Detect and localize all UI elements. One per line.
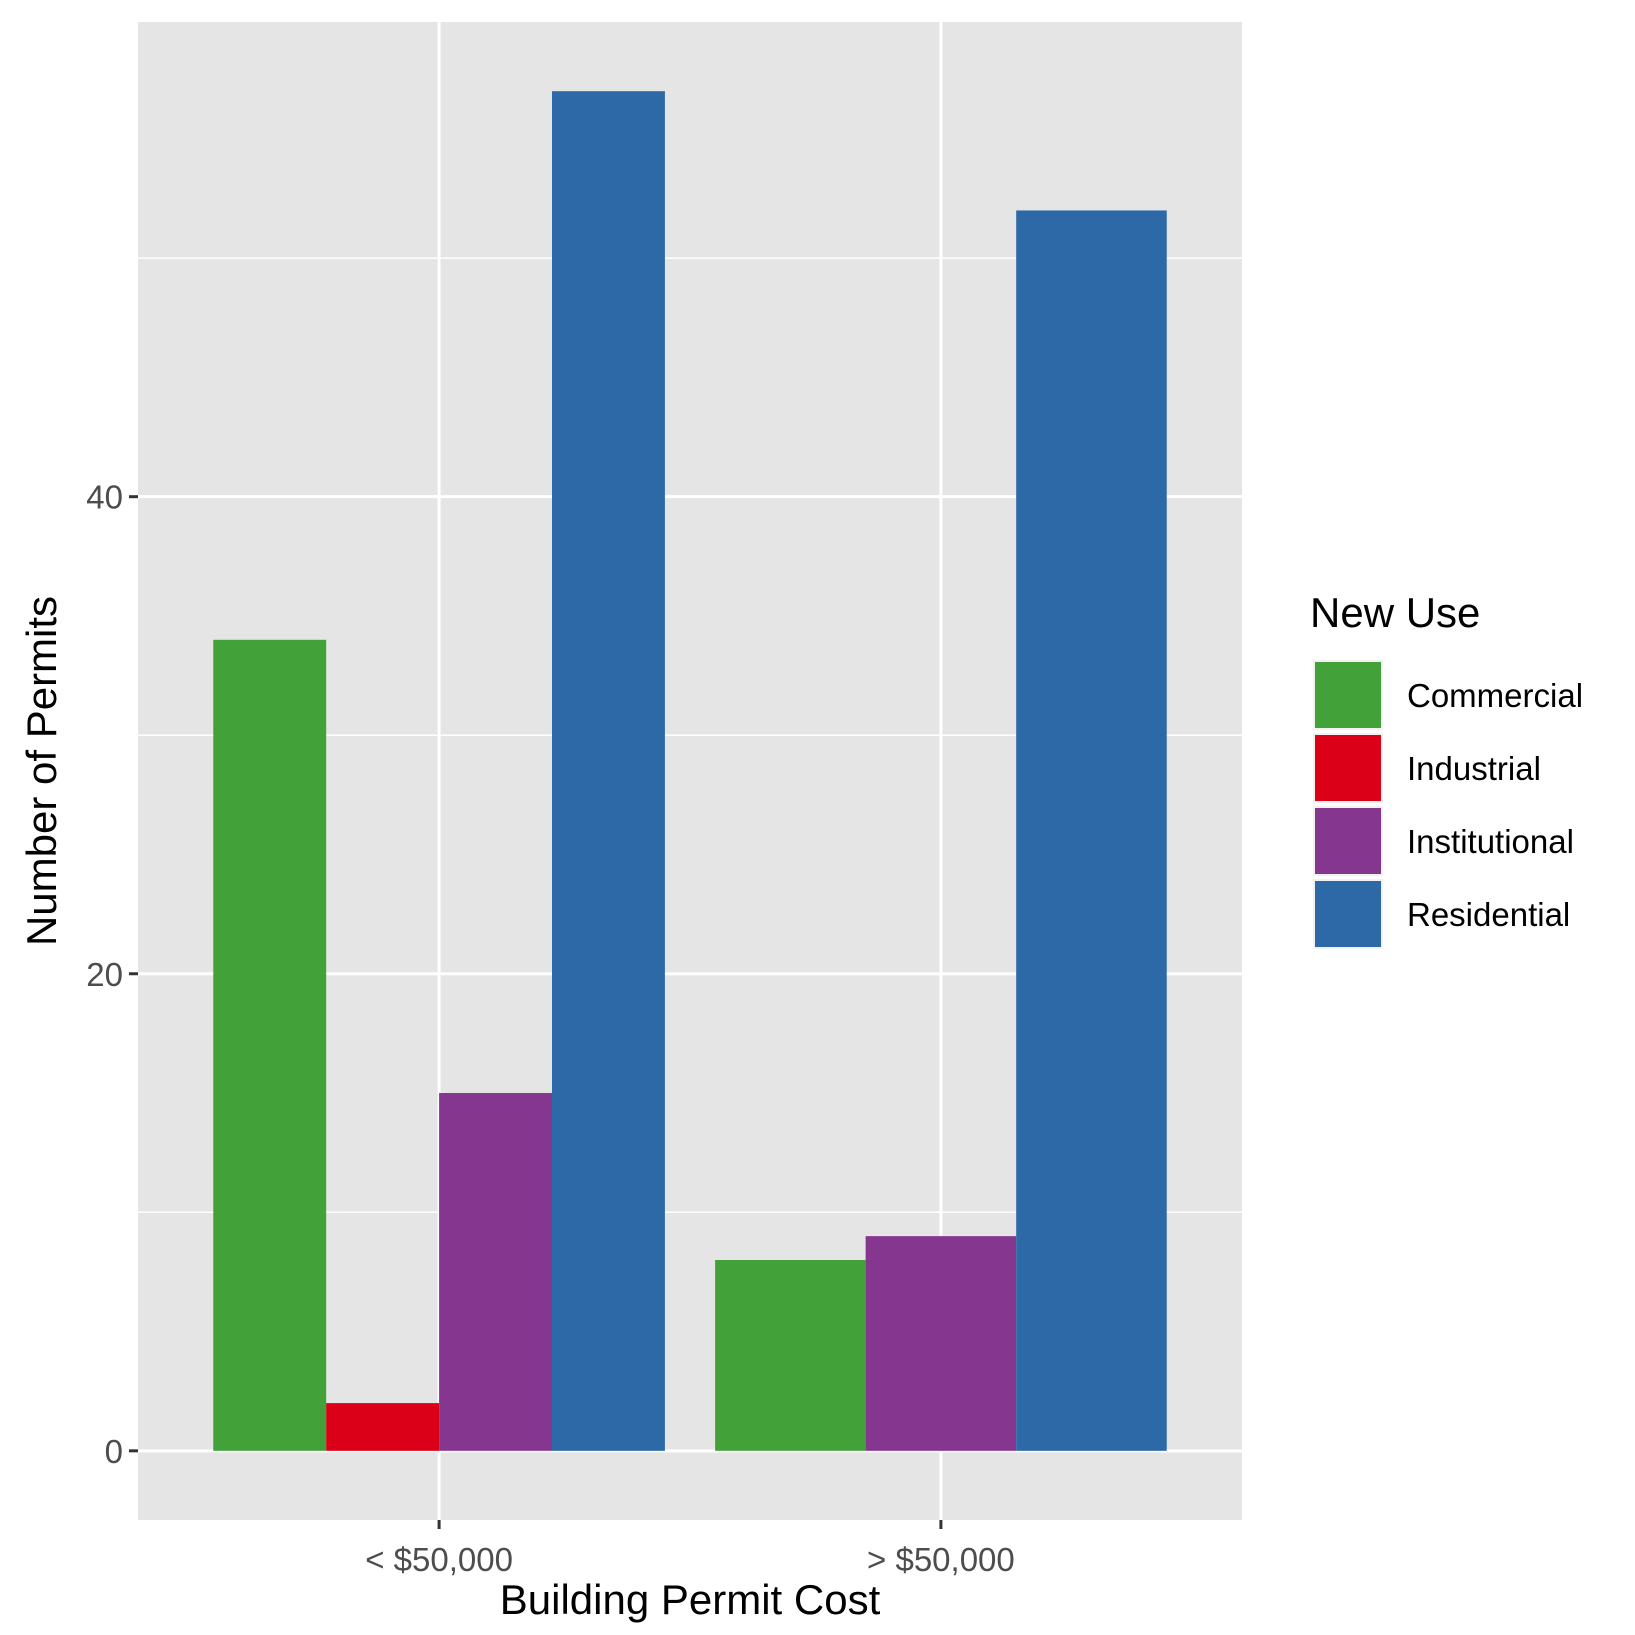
bar-commercial-1: Commercial: 34 <box>213 639 327 1451</box>
legend-key-industrial <box>1315 735 1381 801</box>
y-axis-title: Number of Permits <box>18 596 65 946</box>
y-tick-label: 0 <box>105 1433 123 1470</box>
bar-commercial-2: Commercial: 8 <box>715 1259 866 1451</box>
bar-residential-2: Residential: 52 <box>1016 210 1167 1451</box>
legend-key-residential <box>1315 881 1381 947</box>
legend-label-residential: Residential <box>1407 896 1570 933</box>
bar-institutional-1: Institutional: 15 <box>439 1093 552 1451</box>
bars: Commercial: 34Industrial: 2Institutional… <box>213 91 1167 1451</box>
bar-residential-1: Residential: 57 <box>552 91 665 1451</box>
x-axis: < $50,000 > $50,000 <box>365 1520 1015 1578</box>
x-tick-label: < $50,000 <box>365 1541 513 1578</box>
legend-title: New Use <box>1310 589 1480 636</box>
x-axis-title: Building Permit Cost <box>500 1576 881 1623</box>
y-axis: 0 20 40 <box>86 479 138 1470</box>
legend-label-institutional: Institutional <box>1407 823 1574 860</box>
legend-label-industrial: Industrial <box>1407 750 1541 787</box>
legend-label-commercial: Commercial <box>1407 677 1583 714</box>
legend-key-commercial <box>1315 662 1381 728</box>
legend-key-institutional <box>1315 808 1381 874</box>
y-tick-label: 40 <box>86 479 123 516</box>
bar-institutional-2: Institutional: 9 <box>865 1236 1017 1451</box>
y-tick-label: 20 <box>86 956 123 993</box>
x-tick-label: > $50,000 <box>867 1541 1015 1578</box>
bar-industrial-1: Industrial: 2 <box>326 1403 440 1451</box>
legend: New Use Commercial Industrial Institutiona… <box>1310 589 1583 949</box>
